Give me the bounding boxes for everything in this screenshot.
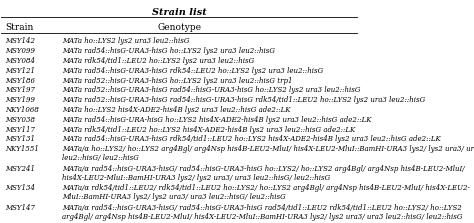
Text: MSY186: MSY186 <box>5 77 35 85</box>
Text: MSY131: MSY131 <box>5 135 35 143</box>
Text: MSY134: MSY134 <box>5 184 35 192</box>
Text: MATa/α rad54::hisG-URA3-hisG/ rad54::hisG-URA3-hisG rad54/tid1::LEU2 rdk54/tid1:: MATa/α rad54::hisG-URA3-hisG/ rad54::his… <box>62 204 462 221</box>
Text: MATa rdk54/tid1::LEU2 ho::LYS2 his4X-ADE2-his4B lys2 ura3 leu2::hisG ade2::LK: MATa rdk54/tid1::LEU2 ho::LYS2 his4X-ADE… <box>62 126 355 134</box>
Text: MSY197: MSY197 <box>5 86 35 94</box>
Text: Genotype: Genotype <box>157 23 201 32</box>
Text: MATa rdk54/tid1::LEU2 ho::LYS2 lys2 ura3 leu2::hisG: MATa rdk54/tid1::LEU2 ho::LYS2 lys2 ura3… <box>62 57 254 65</box>
Text: MATa rad54::hisG-URA3-hisG ho::LYS2 lys2 ura3 leu2::hisG: MATa rad54::hisG-URA3-hisG ho::LYS2 lys2… <box>62 47 275 55</box>
Text: MATa/α rad54::hisG-URA3-hisG/ rad54::hisG-URA3-hisG ho::LYS2/ ho::LYS2 arg4Bgl/ : MATa/α rad54::hisG-URA3-hisG/ rad54::his… <box>62 165 465 182</box>
Text: MSY142: MSY142 <box>5 37 35 45</box>
Text: MSY038: MSY038 <box>5 116 35 124</box>
Text: MSY147: MSY147 <box>5 204 35 212</box>
Text: MSY241: MSY241 <box>5 165 35 173</box>
Text: NKY1551: NKY1551 <box>5 145 39 153</box>
Text: MATa rad54::hisG-URA3-hisG rdk54::LEU2 ho::LYS2 lys2 ura3 leu2::hisG: MATa rad54::hisG-URA3-hisG rdk54::LEU2 h… <box>62 67 323 75</box>
Text: MATa ho::LYS2 lys2 ura3 leu2::hisG: MATa ho::LYS2 lys2 ura3 leu2::hisG <box>62 37 189 45</box>
Text: MSY199: MSY199 <box>5 96 35 104</box>
Text: MATa ho::LYS2 his4X-ADE2-his4B lys2 ura3 leu2::hisG ade2::LK: MATa ho::LYS2 his4X-ADE2-his4B lys2 ura3… <box>62 106 290 114</box>
Text: Strain list: Strain list <box>152 8 207 17</box>
Text: MSY084: MSY084 <box>5 57 35 65</box>
Text: MATa rad52::hisG-URA3-hisG ho::LYS2 lys2 ura3 leu2::hisG trp1: MATa rad52::hisG-URA3-hisG ho::LYS2 lys2… <box>62 77 292 85</box>
Text: MSY117: MSY117 <box>5 126 35 134</box>
Text: MATa rad52::hisG-URA3-hisG rad54::hisG-URA3-hisG rdk54/tid1::LEU2 ho::LYS2 lys2 : MATa rad52::hisG-URA3-hisG rad54::hisG-U… <box>62 96 425 104</box>
Text: MATa rad54::hisG-URA-hisG ho::LYS2 his4X-ADE2-his4B lys2 ura3 leu2::hisG ade2::L: MATa rad54::hisG-URA-hisG ho::LYS2 his4X… <box>62 116 371 124</box>
Text: MATa/α rdk54/tid1::LEU2/ rdk54/tid1::LEU2 ho::LYS2/ ho::LYS2 arg4Bgl/ arg4Nsp hi: MATa/α rdk54/tid1::LEU2/ rdk54/tid1::LEU… <box>62 184 470 201</box>
Text: MATa rad54::hisG-URA3-hisG rdk54/tid1::LEU2 ho::LYS2 his4X-ADE2-his4B lys2 ura3 : MATa rad54::hisG-URA3-hisG rdk54/tid1::L… <box>62 135 440 143</box>
Text: MSY099: MSY099 <box>5 47 35 55</box>
Text: Strain: Strain <box>5 23 33 32</box>
Text: NKY1068: NKY1068 <box>5 106 39 114</box>
Text: MATa/α ho::LYS2/ ho::LYS2 arg4Bgl/ arg4Nsp his4B-LEU2-MluI/ his4X-LEU2-MluI::Bam: MATa/α ho::LYS2/ ho::LYS2 arg4Bgl/ arg4N… <box>62 145 474 162</box>
Text: MSY121: MSY121 <box>5 67 35 75</box>
Text: MATa rad52::hisG-URA3-hisG rad54::hisG-URA3-hisG ho::LYS2 lys2 ura3 leu2::hisG: MATa rad52::hisG-URA3-hisG rad54::hisG-U… <box>62 86 360 94</box>
